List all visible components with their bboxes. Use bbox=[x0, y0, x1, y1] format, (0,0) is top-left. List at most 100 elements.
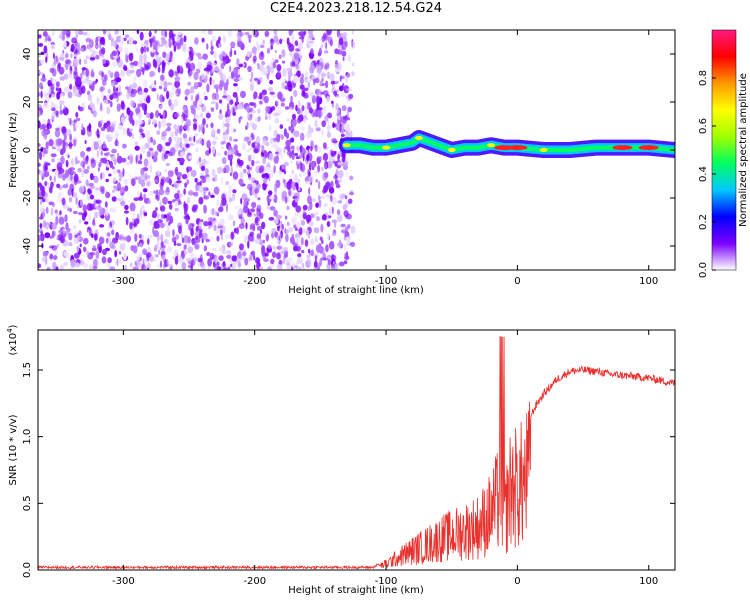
noise-speckle bbox=[239, 171, 244, 179]
noise-speckle bbox=[269, 206, 276, 211]
noise-speckle bbox=[112, 61, 117, 67]
noise-speckle bbox=[225, 111, 228, 118]
noise-speckle bbox=[40, 72, 44, 76]
noise-speckle bbox=[206, 251, 211, 257]
noise-speckle bbox=[120, 102, 126, 111]
noise-speckle bbox=[292, 61, 296, 67]
noise-speckle bbox=[44, 171, 50, 178]
noise-speckle bbox=[350, 241, 356, 247]
spectrogram-y-ticks: -40 -20 0 20 40 bbox=[22, 48, 675, 254]
x-tick-label: 0 bbox=[514, 576, 520, 587]
noise-speckle bbox=[291, 187, 294, 196]
noise-speckle bbox=[335, 122, 341, 131]
noise-speckle bbox=[219, 99, 222, 104]
noise-speckle bbox=[247, 173, 252, 178]
noise-speckle bbox=[84, 156, 89, 165]
noise-speckle bbox=[215, 211, 218, 217]
noise-speckle bbox=[323, 142, 327, 149]
noise-speckle bbox=[174, 256, 179, 265]
noise-speckle bbox=[294, 40, 299, 47]
noise-speckle bbox=[276, 64, 282, 72]
noise-speckle bbox=[132, 245, 138, 254]
noise-speckle bbox=[193, 135, 196, 143]
noise-speckle bbox=[60, 52, 65, 56]
noise-speckle bbox=[99, 119, 104, 124]
noise-speckle bbox=[279, 38, 283, 45]
noise-speckle bbox=[203, 139, 206, 145]
noise-speckle bbox=[230, 41, 236, 48]
noise-speckle bbox=[88, 213, 91, 223]
noise-speckle bbox=[286, 205, 290, 211]
noise-speckle bbox=[101, 91, 104, 101]
noise-speckle bbox=[108, 173, 112, 177]
noise-speckle bbox=[282, 255, 286, 265]
noise-speckle bbox=[298, 226, 303, 236]
noise-speckle bbox=[194, 231, 200, 236]
noise-speckle bbox=[94, 211, 99, 218]
noise-speckle bbox=[310, 198, 317, 203]
noise-speckle bbox=[281, 49, 286, 58]
noise-speckle bbox=[77, 167, 82, 173]
noise-speckle bbox=[113, 40, 118, 48]
noise-speckle bbox=[337, 170, 344, 179]
noise-speckle bbox=[55, 127, 60, 131]
noise-speckle bbox=[310, 145, 313, 152]
noise-speckle bbox=[184, 182, 188, 188]
noise-speckle bbox=[195, 235, 198, 240]
noise-speckle bbox=[184, 251, 188, 255]
noise-speckle bbox=[56, 183, 60, 188]
noise-speckle bbox=[102, 248, 107, 256]
noise-speckle bbox=[171, 236, 177, 243]
noise-speckle bbox=[182, 43, 187, 53]
noise-speckle bbox=[188, 223, 194, 232]
noise-speckle bbox=[56, 148, 60, 152]
noise-speckle bbox=[319, 80, 323, 86]
noise-speckle bbox=[117, 169, 121, 173]
noise-speckle bbox=[59, 100, 65, 106]
noise-speckle bbox=[88, 264, 95, 270]
noise-speckle bbox=[296, 160, 300, 164]
noise-speckle bbox=[183, 203, 187, 209]
noise-speckle bbox=[259, 44, 265, 49]
noise-speckle bbox=[331, 100, 334, 105]
noise-speckle bbox=[111, 50, 118, 57]
noise-speckle bbox=[137, 255, 141, 260]
noise-speckle bbox=[230, 71, 235, 80]
noise-speckle bbox=[142, 79, 148, 88]
noise-speckle bbox=[255, 40, 259, 46]
noise-speckle bbox=[271, 143, 274, 149]
noise-speckle bbox=[337, 176, 343, 184]
noise-speckle bbox=[203, 195, 210, 200]
noise-speckle bbox=[154, 254, 159, 258]
noise-speckle bbox=[57, 199, 63, 203]
noise-speckle bbox=[331, 196, 338, 206]
noise-speckle bbox=[69, 133, 72, 141]
noise-speckle bbox=[219, 218, 225, 226]
noise-speckle bbox=[273, 137, 277, 142]
noise-speckle bbox=[198, 124, 201, 133]
noise-speckle bbox=[177, 174, 182, 178]
noise-speckle bbox=[284, 182, 287, 188]
noise-speckle bbox=[316, 66, 323, 74]
noise-speckle bbox=[148, 30, 152, 38]
noise-speckle bbox=[143, 259, 148, 264]
noise-speckle bbox=[128, 115, 134, 123]
noise-speckle bbox=[151, 87, 157, 92]
noise-speckle bbox=[137, 60, 143, 68]
noise-speckle bbox=[343, 122, 350, 132]
noise-speckle bbox=[225, 118, 230, 124]
noise-speckle bbox=[324, 163, 327, 169]
noise-speckle bbox=[176, 243, 182, 247]
noise-speckle bbox=[160, 74, 165, 81]
noise-speckle bbox=[212, 140, 217, 146]
noise-speckle bbox=[162, 111, 165, 119]
noise-speckle bbox=[45, 145, 49, 155]
noise-speckle bbox=[238, 214, 243, 220]
noise-speckle bbox=[240, 216, 245, 225]
noise-speckle bbox=[288, 43, 295, 52]
noise-speckle bbox=[200, 112, 203, 118]
noise-speckle bbox=[191, 107, 196, 115]
noise-speckle bbox=[261, 89, 267, 96]
noise-speckle bbox=[339, 75, 342, 82]
noise-speckle bbox=[99, 36, 105, 45]
